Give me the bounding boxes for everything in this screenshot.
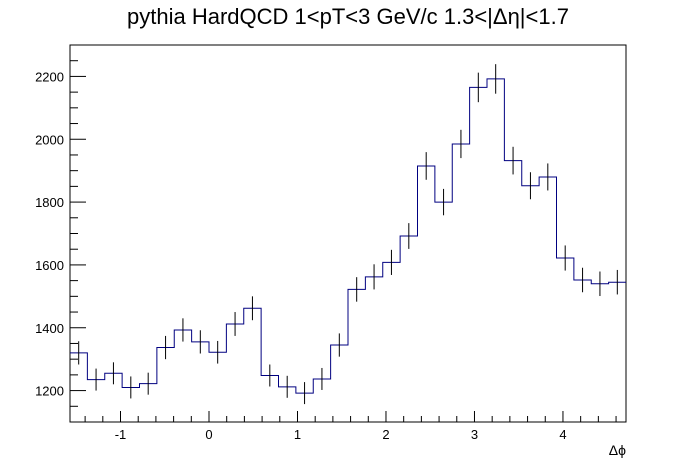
x-tick-label: 1	[294, 427, 301, 442]
y-tick-label: 1400	[35, 321, 64, 336]
x-tick-label: 4	[559, 427, 566, 442]
x-tick-label: 3	[471, 427, 478, 442]
y-tick-label: 1800	[35, 195, 64, 210]
x-axis: -1 0 1 2 3 4	[84, 411, 617, 442]
histogram-series	[70, 78, 626, 394]
x-tick-label: -1	[115, 427, 127, 442]
x-tick-label: 0	[205, 427, 212, 442]
y-tick-label: 2000	[35, 132, 64, 147]
x-axis-label: Δϕ	[609, 442, 626, 458]
error-bars	[78, 64, 618, 405]
chart-title: pythia HardQCD 1<pT<3 GeV/c 1.3<|Δη|<1.7	[127, 4, 569, 29]
x-tick-label: 2	[382, 427, 389, 442]
histogram-line	[70, 78, 626, 394]
y-tick-label: 1200	[35, 384, 64, 399]
y-tick-label: 2200	[35, 69, 64, 84]
y-axis: 1200 1400 1600 1800 2000 2200	[35, 44, 86, 423]
y-tick-label: 1600	[35, 258, 64, 273]
plot-frame	[69, 44, 627, 423]
